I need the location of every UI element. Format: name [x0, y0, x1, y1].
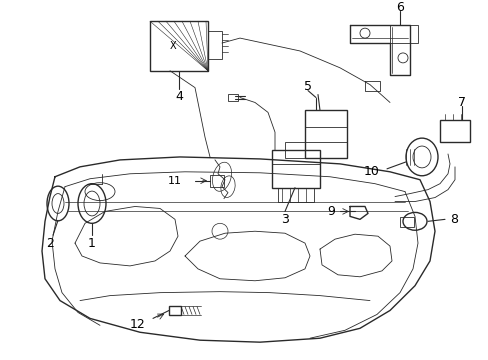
Bar — [399, 217, 413, 227]
Text: 11: 11 — [168, 176, 182, 186]
Text: 7: 7 — [457, 96, 465, 109]
Text: 9: 9 — [326, 205, 334, 218]
Text: 2: 2 — [46, 237, 54, 249]
Bar — [389, 25, 417, 43]
Text: 8: 8 — [449, 213, 457, 226]
Bar — [150, 21, 207, 71]
Text: 1: 1 — [88, 237, 96, 249]
Text: 6: 6 — [395, 1, 403, 14]
Text: 4: 4 — [175, 90, 183, 103]
Text: X: X — [169, 41, 176, 51]
Bar — [207, 31, 222, 59]
Bar — [439, 120, 469, 142]
Text: 10: 10 — [364, 165, 379, 178]
Bar — [169, 306, 181, 315]
Bar — [209, 175, 224, 187]
Bar — [305, 111, 346, 158]
Text: 5: 5 — [304, 80, 311, 93]
Text: 3: 3 — [281, 213, 288, 226]
Bar — [278, 188, 313, 202]
Text: 12: 12 — [129, 318, 145, 331]
Bar — [227, 94, 238, 102]
Bar — [271, 150, 319, 188]
Bar — [285, 142, 305, 158]
